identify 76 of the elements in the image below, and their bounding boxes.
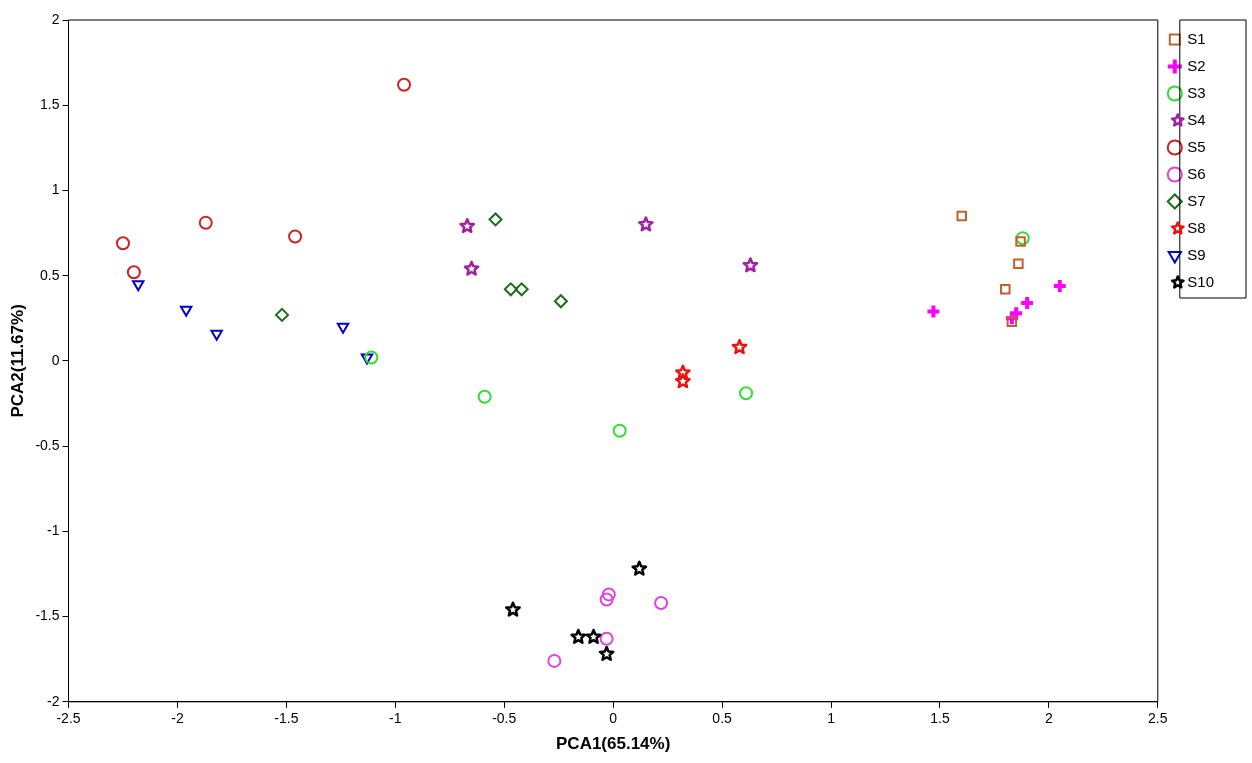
x-tick-label: 1: [827, 710, 836, 727]
point: [503, 282, 518, 297]
point: [599, 631, 614, 646]
point: [477, 389, 492, 404]
legend-label: S10: [1187, 272, 1215, 290]
y-tick-label: 0.5: [40, 266, 60, 283]
y-tick-label: -1.5: [35, 607, 60, 624]
legend-label: S1: [1187, 29, 1206, 47]
point: [553, 294, 568, 309]
point: [126, 265, 141, 280]
y-tick-label: 0: [51, 351, 60, 368]
legend-label: S3: [1187, 83, 1206, 101]
x-tick-label: -2: [171, 710, 184, 727]
point: [925, 303, 942, 320]
point: [612, 423, 627, 438]
point: [198, 215, 213, 230]
point: [488, 212, 503, 227]
point: [179, 305, 193, 317]
point: [360, 353, 374, 365]
point: [505, 601, 521, 617]
x-tick-label: 0: [609, 710, 618, 727]
point: [1006, 316, 1018, 327]
point: [115, 236, 130, 251]
legend-label: S9: [1187, 245, 1206, 263]
point: [598, 645, 615, 661]
point: [599, 592, 614, 607]
x-tick-label: 0.5: [712, 710, 733, 727]
y-tick-label: 2: [51, 10, 60, 27]
point: [654, 595, 669, 610]
legend-label: S4: [1187, 110, 1206, 128]
point: [956, 210, 967, 222]
x-tick-label: 2: [1044, 710, 1053, 727]
point: [364, 350, 379, 365]
legend-label: S8: [1187, 218, 1206, 236]
y-tick-label: 1.5: [40, 96, 60, 113]
point: [631, 560, 648, 576]
x-tick-label: -0.5: [492, 710, 517, 727]
legend-label: S7: [1187, 191, 1206, 209]
y-axis-title: PCA2(11.67%): [7, 304, 27, 418]
y-tick-label: 1: [51, 181, 60, 198]
point: [210, 329, 223, 341]
point: [674, 364, 691, 380]
point: [336, 322, 350, 334]
point: [1000, 284, 1011, 295]
x-tick-label: 1.5: [930, 710, 950, 727]
legend-label: S5: [1187, 137, 1206, 155]
x-tick-label: 2.5: [1148, 710, 1168, 727]
point: [397, 77, 412, 92]
point: [1008, 305, 1025, 322]
x-axis-title: PCA1(65.14%): [556, 734, 671, 754]
point: [731, 339, 748, 355]
point: [739, 386, 754, 401]
point: [514, 282, 529, 297]
x-tick-label: -1: [389, 710, 402, 727]
legend-label: S6: [1187, 164, 1206, 182]
point: [674, 373, 691, 389]
point: [637, 216, 654, 232]
y-tick-label: -2: [47, 692, 60, 709]
point: [132, 280, 145, 292]
legend-label: S2: [1187, 56, 1206, 74]
point: [1015, 236, 1026, 247]
point: [459, 217, 476, 234]
x-tick-label: -1.5: [274, 710, 299, 727]
point: [570, 628, 587, 644]
point: [547, 653, 562, 668]
point: [1015, 231, 1030, 246]
point: [585, 628, 602, 644]
point: [1013, 258, 1024, 269]
y-tick-label: -1: [47, 522, 60, 539]
point: [463, 260, 480, 276]
x-tick-label: -2.5: [56, 710, 81, 727]
point: [742, 257, 759, 273]
y-tick-label: -0.5: [35, 436, 60, 453]
point: [288, 229, 303, 244]
point: [601, 587, 616, 602]
point: [275, 307, 290, 322]
